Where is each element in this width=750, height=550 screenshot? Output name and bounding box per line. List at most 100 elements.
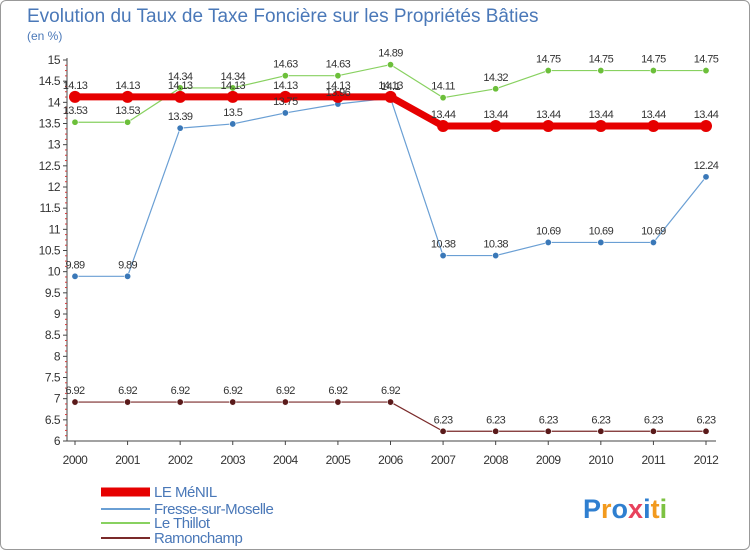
data-label: 14.63 <box>273 59 298 71</box>
data-label: 6.23 <box>434 414 453 426</box>
data-point <box>542 120 555 133</box>
data-label: 13.44 <box>589 109 614 121</box>
data-label: 6.92 <box>381 385 400 397</box>
y-tick-label: 13.5 <box>39 117 61 131</box>
data-label: 14.13 <box>115 80 140 92</box>
data-point <box>544 238 552 246</box>
data-label: 14.32 <box>483 72 508 84</box>
data-point <box>649 238 657 246</box>
logo-text: Proxiti <box>583 494 667 524</box>
data-point <box>492 427 500 435</box>
x-tick-label: 2008 <box>483 453 509 467</box>
y-tick-label: 12 <box>48 180 61 194</box>
logo-letter: i <box>643 494 651 524</box>
x-tick-label: 2006 <box>378 453 404 467</box>
legend-label: Fresse-sur-Moselle <box>154 501 274 518</box>
data-label: 10.69 <box>589 225 614 237</box>
y-tick-label: 8 <box>54 349 61 363</box>
data-point <box>331 90 344 103</box>
data-label: 14.13 <box>168 80 193 92</box>
data-point <box>121 90 134 103</box>
data-point <box>71 118 79 126</box>
data-point <box>279 90 292 103</box>
data-label: 13.53 <box>115 105 140 117</box>
labels-3: 6.92 6.92 6.92 6.92 6.92 6.92 6.92 6.23 6.23 6.23… <box>65 385 716 426</box>
data-label: 14.89 <box>378 48 403 60</box>
y-tick-label: 6 <box>54 434 61 448</box>
x-tick-label: 2000 <box>63 453 89 467</box>
series-2 <box>71 61 710 126</box>
y-tick-label: 14.5 <box>39 74 61 88</box>
y-tick-label: 9.5 <box>45 286 61 300</box>
data-label: 6.23 <box>486 414 505 426</box>
data-label: 6.23 <box>696 414 715 426</box>
series-layer: 14.13 14.13 14.13 14.13 14.13 14.13 14.13 13.44… <box>63 48 719 435</box>
y-tick-label: 9 <box>54 307 61 321</box>
data-point <box>174 90 187 103</box>
legend-label: LE MéNIL <box>154 484 217 501</box>
data-label: 6.92 <box>65 385 84 397</box>
data-label: 9.89 <box>65 259 84 271</box>
data-label: 13.96 <box>326 87 351 99</box>
logo-letter: P <box>583 494 601 524</box>
data-point <box>386 61 394 69</box>
data-label: 13.5 <box>223 107 242 119</box>
data-label: 13.44 <box>641 109 666 121</box>
x-tick-label: 2002 <box>168 453 194 467</box>
data-point <box>594 120 607 133</box>
data-label: 6.92 <box>328 385 347 397</box>
data-point <box>702 67 710 75</box>
y-tick-label: 14 <box>48 95 61 109</box>
logo-letter: o <box>612 494 629 524</box>
data-label: 14.13 <box>220 80 245 92</box>
chart-title: Evolution du Taux de Taxe Foncière sur l… <box>27 6 539 27</box>
data-label: 14.13 <box>273 80 298 92</box>
series-line <box>75 401 706 432</box>
data-label: 12.24 <box>694 160 719 172</box>
data-label: 14.13 <box>63 80 88 92</box>
proxiti-logo: Proxiti <box>583 494 667 524</box>
y-tick-label: 11.5 <box>40 201 61 215</box>
logo-letter: x <box>628 494 643 524</box>
data-label: 14.75 <box>589 54 614 66</box>
data-point <box>229 120 237 128</box>
x-tick-label: 2007 <box>431 453 457 467</box>
data-point <box>492 252 500 260</box>
data-point <box>281 109 289 117</box>
y-tick-label: 15 <box>48 53 61 67</box>
data-point <box>439 427 447 435</box>
data-label: 13.44 <box>431 109 456 121</box>
data-point <box>702 173 710 181</box>
data-label: 13.44 <box>694 109 719 121</box>
data-point <box>700 120 712 133</box>
x-tick-label: 2001 <box>115 453 141 467</box>
data-point <box>124 398 132 406</box>
data-label: 6.92 <box>171 385 190 397</box>
x-tick-label: 2009 <box>536 453 562 467</box>
data-point <box>69 90 81 103</box>
labels-0: 14.13 14.13 14.13 14.13 14.13 14.13 14.13 13.44… <box>63 80 720 121</box>
data-point <box>437 120 450 133</box>
y-tick-label: 11 <box>49 222 61 236</box>
data-label: 9.89 <box>118 259 137 271</box>
data-label: 14.13 <box>326 80 351 92</box>
y-tick-label: 6.5 <box>45 413 61 427</box>
data-point <box>439 94 447 102</box>
data-point <box>281 398 289 406</box>
data-point <box>334 398 342 406</box>
data-point <box>386 398 394 406</box>
chart-subtitle: (en %) <box>27 29 62 43</box>
data-point <box>492 85 500 93</box>
data-point <box>597 67 605 75</box>
data-point <box>384 90 397 103</box>
y-tick-label: 12.5 <box>39 159 61 173</box>
data-label: 13.75 <box>273 96 298 108</box>
data-label: 13.44 <box>483 109 508 121</box>
data-label: 13.44 <box>536 109 561 121</box>
data-label: 14.75 <box>694 54 719 66</box>
data-label: 14.1 <box>381 81 400 93</box>
data-label: 14.34 <box>220 71 245 83</box>
data-label: 14.75 <box>641 54 666 66</box>
x-tick-label: 2003 <box>220 453 246 467</box>
